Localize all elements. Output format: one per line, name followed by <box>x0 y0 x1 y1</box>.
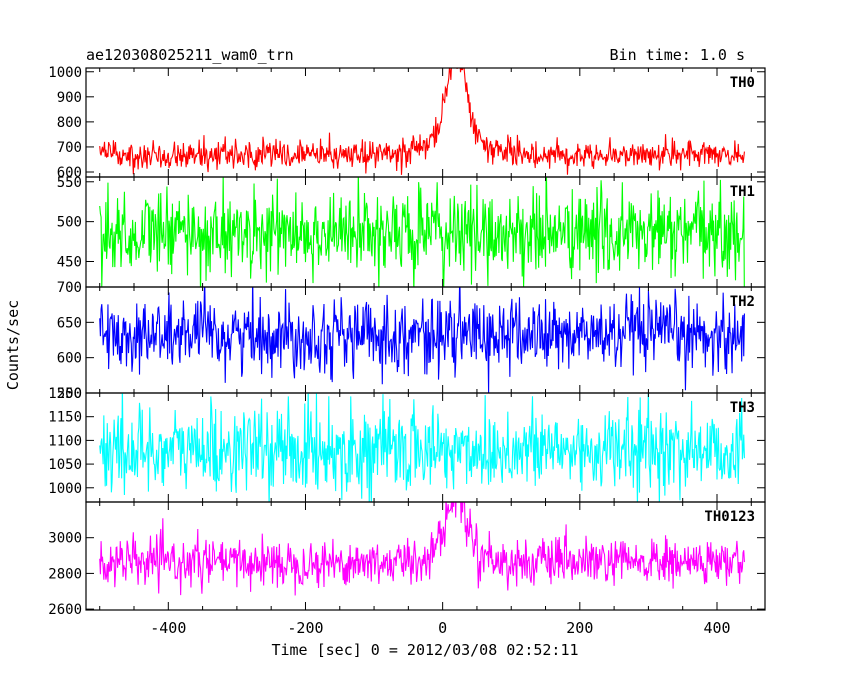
series-line-th2 <box>99 287 745 393</box>
x-tick-label: -200 <box>287 619 323 637</box>
series-line-th0 <box>99 68 745 175</box>
chart-title: ae120308025211_wam0_trn <box>86 46 294 64</box>
y-tick-label: 1150 <box>48 410 82 426</box>
y-tick-label: 500 <box>57 215 82 231</box>
x-tick-label: 0 <box>438 619 447 637</box>
panel-label-th3: TH3 <box>730 400 755 416</box>
y-axis-title: Counts/sec <box>4 300 22 390</box>
y-tick-label: 650 <box>57 315 82 331</box>
panel-th3: 1000 1050 1100 1150 1200 TH3 <box>48 386 766 503</box>
y-tick-label: 550 <box>57 386 82 402</box>
series-line-th0123 <box>99 502 745 596</box>
y-tick-label: 450 <box>57 254 82 270</box>
y-tick-label: 800 <box>57 115 82 131</box>
panel-th0123: 2600 2800 3000 TH0123 <box>48 501 766 618</box>
y-tick-label: 550 <box>57 175 82 191</box>
bin-time-label: Bin time: 1.0 s <box>610 46 745 64</box>
panels-group: 6007008009001000TH0450500550TH1550600650… <box>48 65 766 637</box>
y-tick-label: 600 <box>57 165 82 181</box>
y-tick-label: 2600 <box>48 602 82 618</box>
panel-label-th0123: TH0123 <box>704 509 755 525</box>
y-tick-label: 700 <box>57 280 82 296</box>
y-tick-label: 600 <box>57 351 82 367</box>
y-tick-label: 700 <box>57 140 82 156</box>
x-tick-label: 400 <box>703 619 730 637</box>
series-line-th1 <box>99 177 745 287</box>
x-tick-label: 200 <box>566 619 593 637</box>
panel-th1: 450 500 550 TH1 <box>57 175 766 288</box>
panel-frame <box>85 501 766 611</box>
y-tick-label: 1200 <box>48 386 82 402</box>
y-tick-label: 1100 <box>48 433 82 449</box>
y-tick-label: 2800 <box>48 566 82 582</box>
panel-label-th1: TH1 <box>730 184 755 200</box>
x-axis-title: Time [sec] 0 = 2012/03/08 02:52:11 <box>271 641 578 659</box>
y-tick-label: 1000 <box>48 65 82 81</box>
y-tick-label: 1050 <box>48 457 82 473</box>
panel-label-th2: TH2 <box>730 294 755 310</box>
y-tick-label: 900 <box>57 90 82 106</box>
panel-th0: 600 700 800 900 1000 TH0 <box>48 65 766 181</box>
panel-th2: 550 600 650 700 TH2 <box>57 280 766 402</box>
panel-label-th0: TH0 <box>730 75 755 91</box>
x-tick-label: -400 <box>150 619 186 637</box>
series-line-th3 <box>99 393 745 502</box>
y-tick-label: 1000 <box>48 481 82 497</box>
y-tick-label: 3000 <box>48 531 82 547</box>
